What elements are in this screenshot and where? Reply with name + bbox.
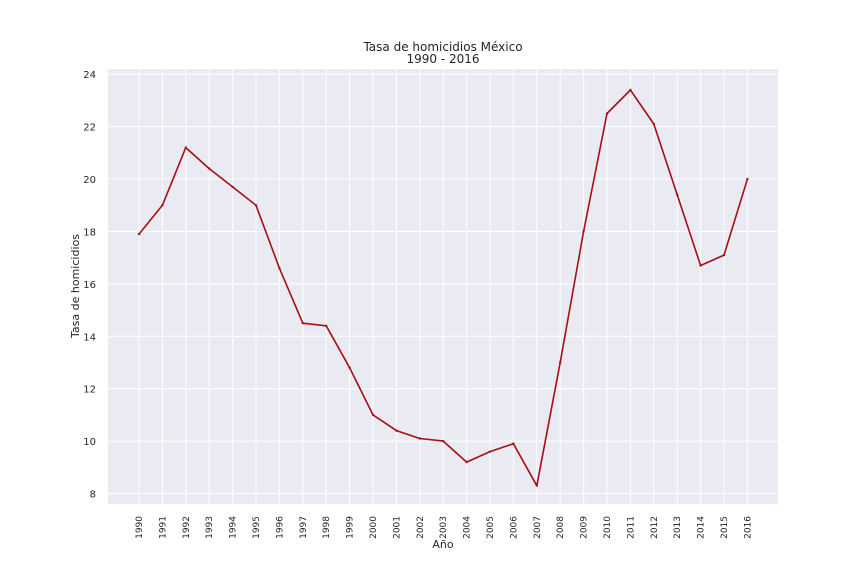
y-tick-label: 10 bbox=[83, 437, 96, 448]
data-point bbox=[652, 122, 655, 126]
x-tick-label: 1999 bbox=[346, 516, 356, 539]
x-tick-label: 2007 bbox=[533, 516, 543, 539]
x-tick-label: 2008 bbox=[556, 516, 566, 539]
x-tick-label: 2009 bbox=[580, 516, 590, 539]
x-tick-label: 1998 bbox=[322, 516, 332, 539]
data-point bbox=[161, 204, 164, 207]
data-point bbox=[722, 253, 726, 257]
x-tick-label: 1992 bbox=[182, 516, 192, 539]
x-tick-label: 2003 bbox=[439, 516, 449, 539]
x-tick-label: 2014 bbox=[697, 516, 707, 539]
y-tick-label: 22 bbox=[83, 123, 96, 134]
data-point bbox=[488, 450, 492, 453]
data-point bbox=[231, 185, 234, 189]
x-tick-label: 2000 bbox=[369, 516, 379, 539]
data-point bbox=[582, 230, 585, 233]
y-tick-label: 12 bbox=[83, 385, 96, 396]
y-tick-label: 18 bbox=[83, 227, 96, 238]
data-point bbox=[465, 460, 468, 464]
data-point bbox=[605, 112, 609, 115]
x-tick-label: 1991 bbox=[158, 516, 168, 539]
data-point bbox=[746, 177, 749, 181]
data-point bbox=[278, 266, 281, 270]
x-tick-label: 2002 bbox=[416, 516, 426, 539]
y-tick-label: 24 bbox=[83, 70, 96, 81]
x-tick-label: 2004 bbox=[463, 516, 473, 539]
x-tick-label: 1995 bbox=[252, 516, 262, 539]
y-tick-label: 14 bbox=[83, 332, 96, 343]
x-tick-label: 2001 bbox=[392, 516, 402, 539]
data-point bbox=[559, 361, 562, 364]
x-tick-label: 2005 bbox=[486, 516, 496, 539]
data-point bbox=[301, 321, 304, 325]
data-point bbox=[512, 442, 515, 445]
x-tick-label: 2010 bbox=[603, 516, 613, 539]
x-tick-label: 2013 bbox=[673, 516, 683, 539]
data-point bbox=[254, 204, 258, 207]
series-layer bbox=[137, 88, 749, 487]
x-tick-label: 2006 bbox=[509, 516, 519, 539]
data-point bbox=[629, 88, 632, 92]
data-point bbox=[395, 429, 398, 432]
x-tick-label: 2011 bbox=[626, 516, 636, 539]
y-tick-label: 20 bbox=[83, 175, 96, 186]
x-tick-label: 2012 bbox=[650, 516, 660, 539]
x-tick-label: 1996 bbox=[275, 516, 285, 539]
y-axis-label: Tasa de homicidios bbox=[69, 234, 82, 339]
x-tick-label: 2016 bbox=[743, 516, 753, 539]
x-axis: 1990 1991 1992 1993 1994 1995 1996 1997 1998 1999… bbox=[135, 516, 753, 539]
y-tick-label: 8 bbox=[90, 490, 96, 501]
x-axis-label: Año bbox=[432, 538, 453, 551]
data-point bbox=[535, 484, 538, 487]
data-point bbox=[676, 193, 679, 196]
chart-title: Tasa de homicidios México bbox=[362, 40, 522, 54]
data-point bbox=[442, 439, 445, 443]
x-tick-label: 2015 bbox=[720, 516, 730, 539]
x-tick-label: 1990 bbox=[135, 516, 145, 539]
data-point bbox=[325, 324, 328, 328]
y-axis: 8 10 12 14 16 18 20 22 24 bbox=[83, 70, 96, 500]
data-point bbox=[348, 366, 351, 369]
data-point bbox=[137, 232, 141, 236]
chart-subtitle: 1990 - 2016 bbox=[406, 52, 479, 66]
data-point bbox=[184, 146, 187, 149]
x-tick-label: 1994 bbox=[229, 516, 239, 539]
x-tick-label: 1997 bbox=[299, 516, 309, 539]
data-point bbox=[699, 264, 702, 267]
data-point bbox=[418, 437, 421, 440]
grid bbox=[108, 69, 778, 504]
data-point bbox=[208, 167, 211, 170]
y-tick-label: 16 bbox=[83, 280, 96, 291]
x-tick-label: 1993 bbox=[205, 516, 215, 539]
data-point bbox=[371, 413, 375, 417]
